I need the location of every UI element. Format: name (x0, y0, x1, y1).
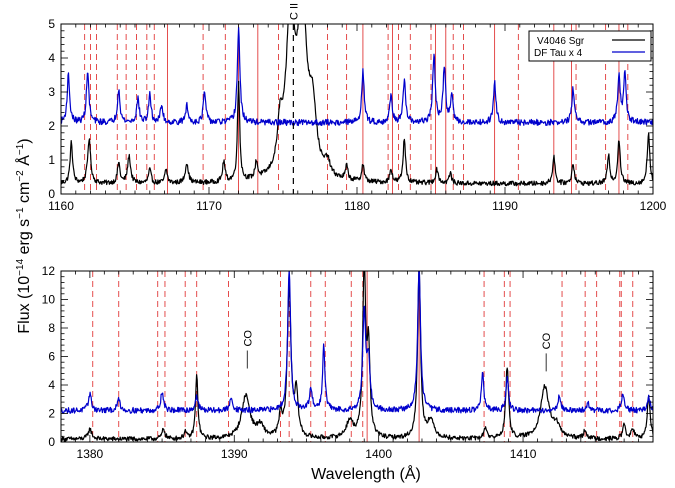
y-tick-label: 0 (48, 435, 55, 449)
y-tick-label: 2 (48, 119, 55, 133)
x-tick-label: 1160 (48, 199, 74, 213)
y-tick-label: 12 (42, 264, 56, 278)
series-line-v4046-sgr (61, 24, 653, 187)
annotation-label-co-0: CO (242, 330, 254, 347)
x-tick-label: 1190 (492, 199, 518, 213)
y-tick-label: 4 (48, 51, 55, 65)
x-tick-label: 1180 (344, 199, 370, 213)
legend-label-dftau: DF Tau x 4 (534, 48, 583, 59)
series-line-df-tau (61, 271, 653, 414)
x-tick-label: 1400 (365, 447, 392, 461)
x-tick-label: 1170 (196, 199, 222, 213)
x-tick-label: 1410 (510, 447, 537, 461)
y-tick-label: 2 (48, 407, 55, 421)
annotation-label-co-1: CO (541, 332, 553, 349)
y-tick-label: 10 (42, 293, 56, 307)
y-axis-title: Flux (10−14 erg s−1 cm−2 Å−1) (14, 138, 33, 333)
series-line-df-tau (61, 26, 653, 127)
x-tick-label: 1200 (640, 199, 667, 213)
y-tick-label: 1 (48, 153, 55, 167)
bottom-panel: CO CO 1380 1390 1400 1410 0 2 4 6 8 10 12 (42, 264, 654, 461)
series-line-v4046-sgr (61, 271, 653, 442)
annotation-label-c2: C II (288, 3, 300, 20)
x-tick-label: 1380 (77, 447, 104, 461)
y-tick-label: 5 (48, 17, 55, 31)
top-panel: C II 1160 1170 1180 1190 1200 0 1 2 3 4 5 (48, 3, 667, 213)
legend: V4046 Sgr DF Tau x 4 (528, 30, 652, 62)
y-tick-label: 3 (48, 85, 55, 99)
legend-label-v4046: V4046 Sgr (537, 36, 585, 47)
plot-frame (60, 270, 654, 443)
x-tick-label: 1390 (221, 447, 248, 461)
y-tick-label: 0 (48, 187, 55, 201)
x-axis-title: Wavelength (Å) (311, 464, 421, 483)
y-tick-label: 4 (48, 378, 55, 392)
y-tick-label: 6 (48, 350, 55, 364)
y-tick-label: 8 (48, 321, 55, 335)
legend-box (528, 30, 652, 62)
